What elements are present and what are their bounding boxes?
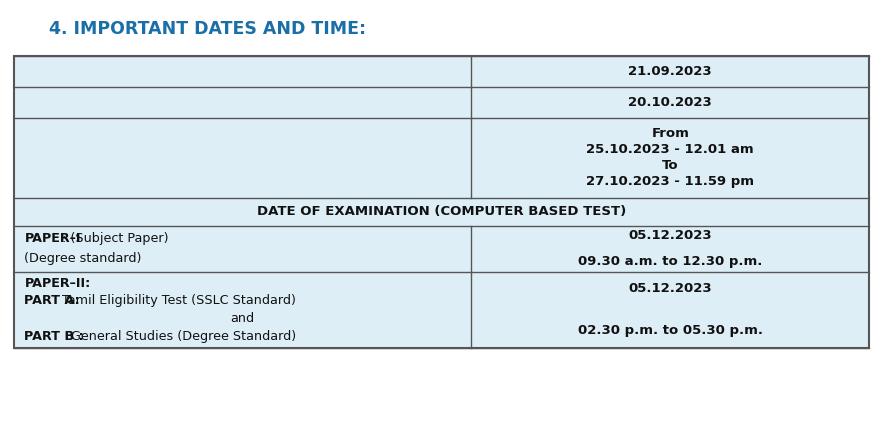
Text: 05.12.2023: 05.12.2023 [629,229,712,242]
Text: 05.12.2023: 05.12.2023 [629,282,712,295]
Text: : (Subject Paper): : (Subject Paper) [62,232,169,245]
Text: 25.10.2023 - 12.01 am: 25.10.2023 - 12.01 am [586,143,754,156]
Text: From: From [652,127,690,140]
Text: (Degree standard): (Degree standard) [25,252,142,265]
Text: 4. IMPORTANT DATES AND TIME:: 4. IMPORTANT DATES AND TIME: [49,20,366,38]
Text: 21.09.2023: 21.09.2023 [629,65,712,78]
Text: 09.30 a.m. to 12.30 p.m.: 09.30 a.m. to 12.30 p.m. [578,255,762,268]
Text: PART A:: PART A: [25,294,80,307]
Text: Tamil Eligibility Test (SSLC Standard): Tamil Eligibility Test (SSLC Standard) [62,294,296,307]
Bar [14,56,869,348]
Text: PART B :: PART B : [25,330,84,342]
Bar [14,56,869,348]
Text: General Studies (Degree Standard): General Studies (Degree Standard) [67,330,297,342]
Text: To: To [662,159,678,172]
Text: 20.10.2023: 20.10.2023 [629,96,712,109]
Text: DATE OF EXAMINATION (COMPUTER BASED TEST): DATE OF EXAMINATION (COMPUTER BASED TEST… [257,205,626,218]
Text: and: and [230,312,254,325]
Text: PAPER–II:: PAPER–II: [25,276,91,290]
Text: 02.30 p.m. to 05.30 p.m.: 02.30 p.m. to 05.30 p.m. [577,324,763,337]
Text: 27.10.2023 - 11.59 pm: 27.10.2023 - 11.59 pm [586,175,754,188]
Text: PAPER–I: PAPER–I [25,232,81,245]
